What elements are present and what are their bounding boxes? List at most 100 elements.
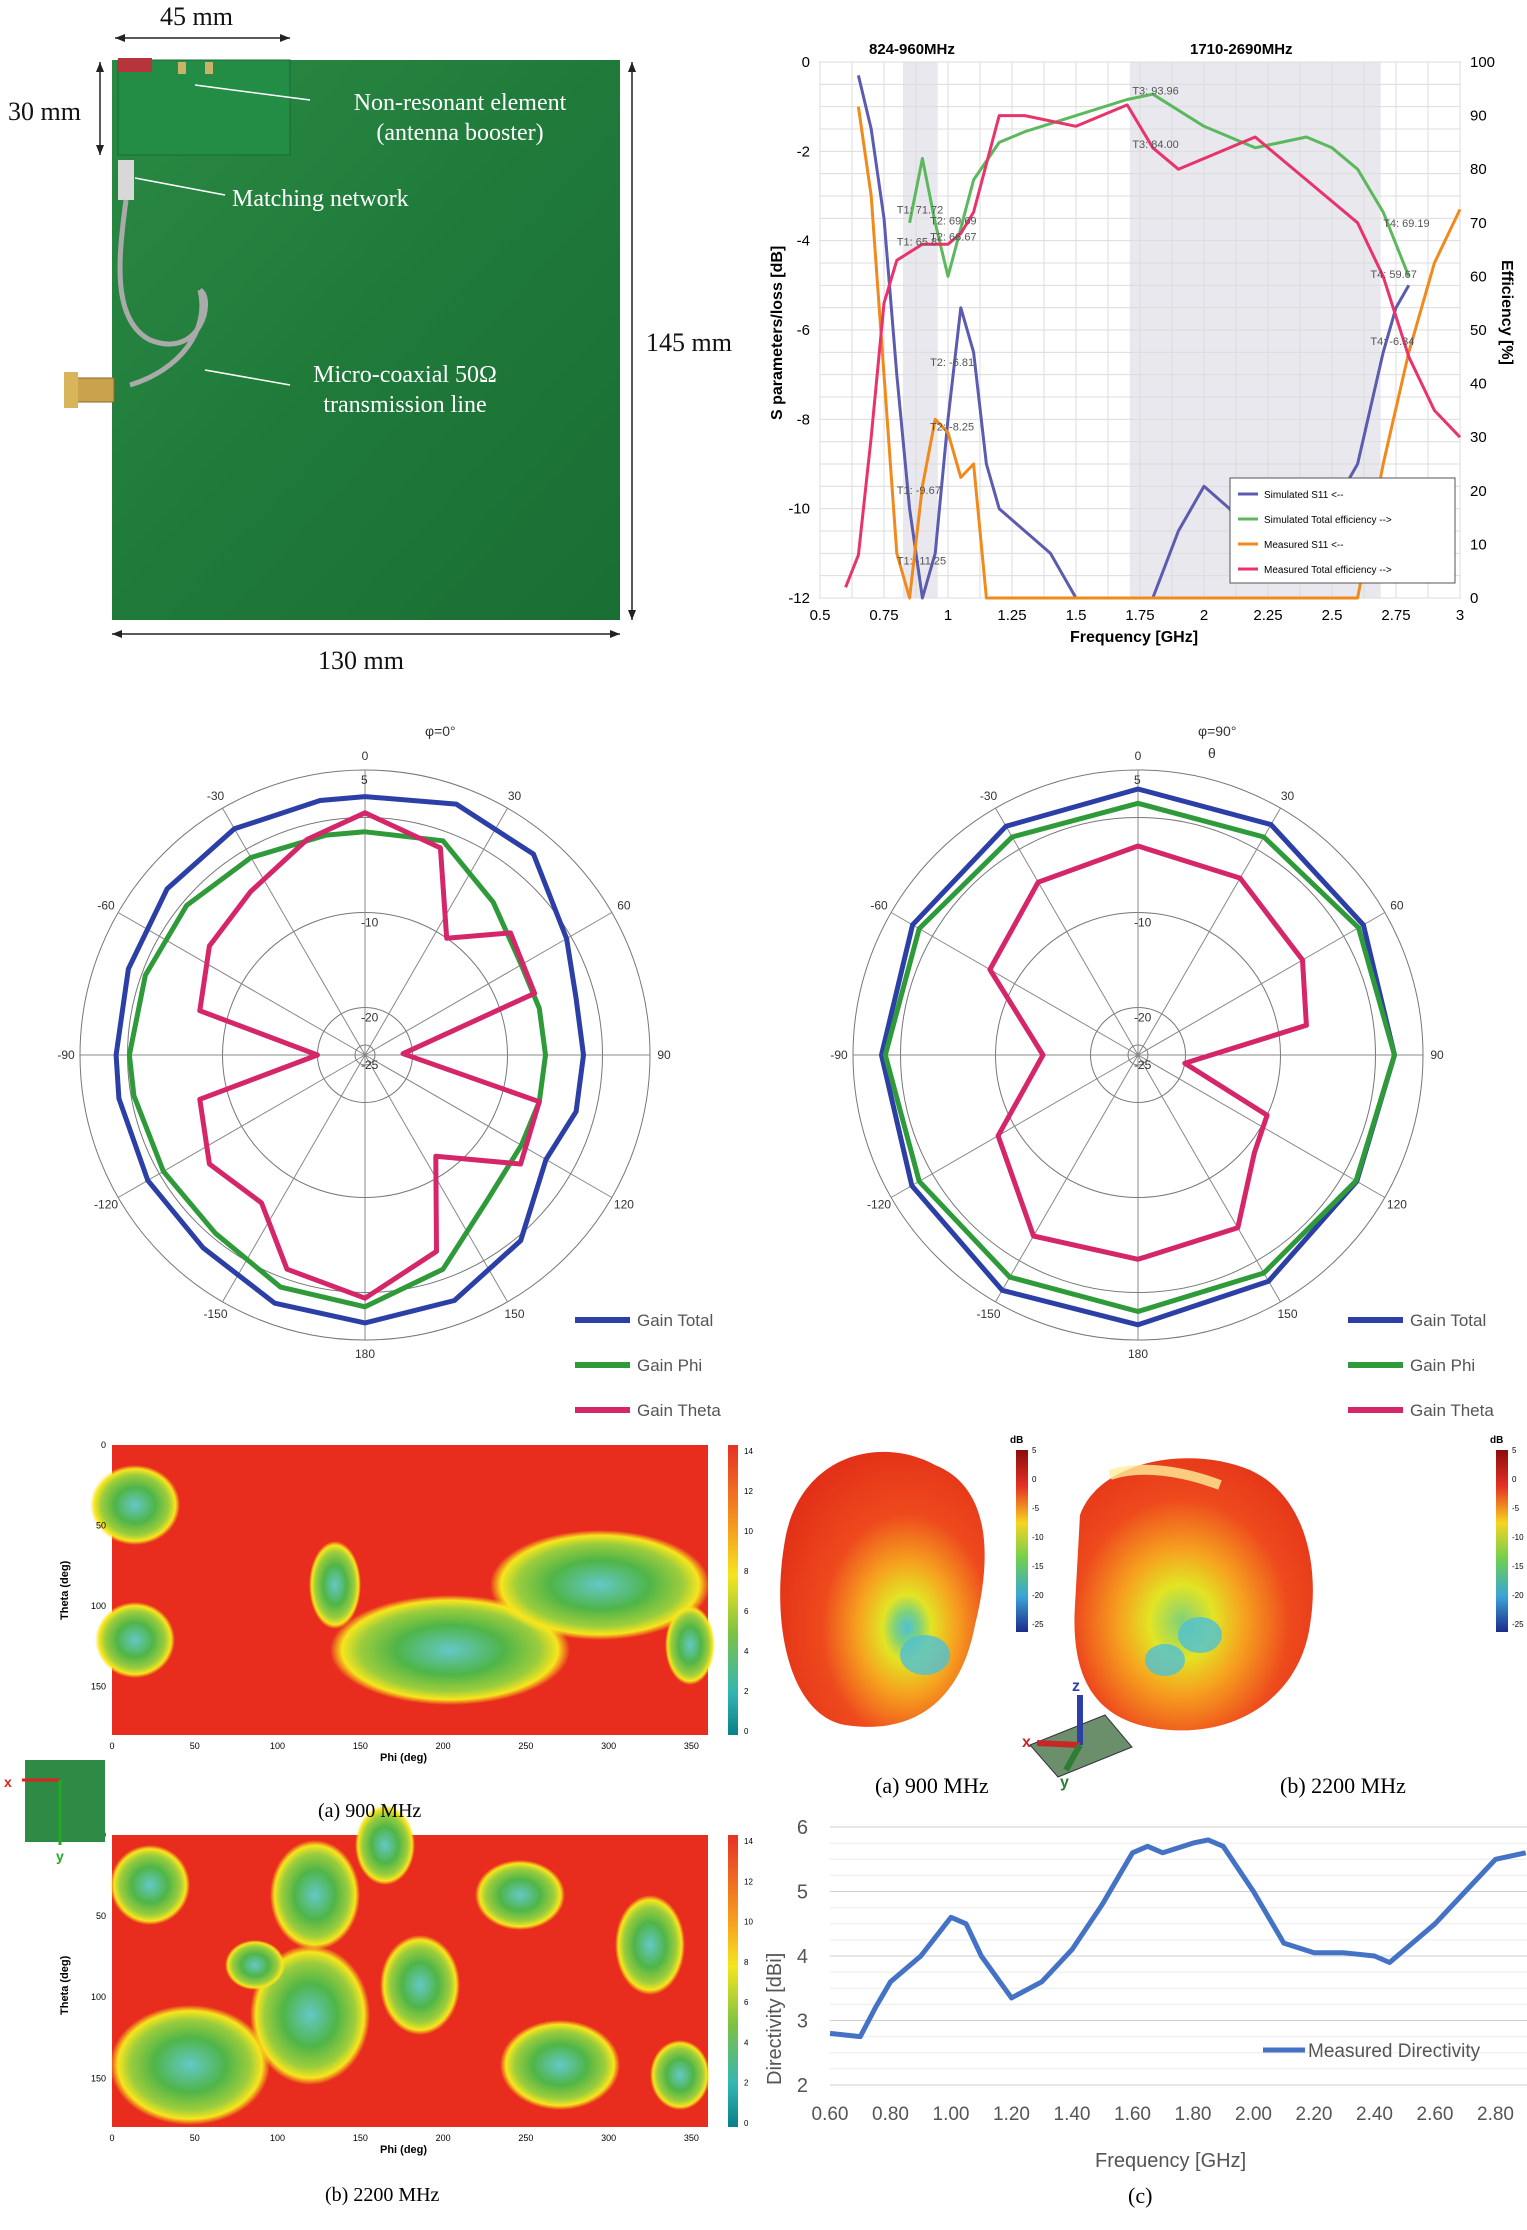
sparam-x-tick: 0.5 — [810, 607, 831, 624]
board-photo-panel: 45 mm 30 mm 145 mm 130 mm Non-resonant e… — [0, 0, 760, 680]
polar-spoke — [364, 807, 508, 1056]
pattern3d-2200-cbar-tick: -15 — [1512, 1562, 1524, 1571]
antenna-booster-chip — [118, 58, 152, 72]
contour-cbar-tick: 6 — [744, 1998, 749, 2007]
polar-legend-item: Gain Total — [637, 1311, 713, 1330]
sparam-ylabel-left: S parameters/loss [dB] — [769, 246, 786, 420]
polar-spoke — [1137, 1054, 1281, 1303]
sparam-yleft-tick: -10 — [788, 501, 810, 518]
board-photo — [64, 34, 636, 638]
axes-inset-x: x — [4, 1774, 12, 1790]
directivity-chart: 6 5 4 3 20.60 0.80 1.00 1.20 1.40 1.60 1.80 2.00 2.2… — [764, 1817, 1527, 2208]
pattern3d-2200-cbar-tick: -20 — [1512, 1591, 1524, 1600]
sparam-x-tick: 1.25 — [997, 607, 1026, 624]
directivity-x-tick: 2.80 — [1477, 2104, 1514, 2125]
pattern3d-2200-colorbar — [1496, 1450, 1508, 1632]
contour-y-tick: 50 — [96, 1521, 106, 1531]
polar-angle-label: 30 — [1281, 789, 1295, 803]
contour-x-tick: 250 — [518, 2133, 533, 2143]
pattern3d-caption-b: (b) 2200 MHz — [1280, 1773, 1406, 1798]
pattern3d-900-cbar-tick: 0 — [1032, 1475, 1037, 1484]
sparam-yright-tick: 30 — [1470, 429, 1487, 446]
contour-y-tick: 50 — [96, 1911, 106, 1921]
contour-2200-caption: (b) 2200 MHz — [325, 2184, 440, 2206]
sparam-yleft-tick: -12 — [788, 590, 810, 607]
dim-height-right: 145 mm — [646, 328, 732, 357]
polar-angle-label: -60 — [97, 899, 115, 913]
sparam-marker: T2: 66.67 — [930, 232, 976, 244]
polar-phi90-panel: 0 30 60 90 120 150 180 -150 -120 -90 -60 -30 5 -10 -20… — [760, 700, 1527, 1420]
sparam-legend: Simulated S11 <-- Simulated Total efficie… — [1229, 477, 1456, 584]
sparam-chart: 0.5 0.75 1 1.25 1.5 1.75 2 2.25 2.5 2.75 30-2-4-6-… — [769, 41, 1515, 646]
directivity-ylabel: Directivity [dBi] — [764, 1953, 786, 2085]
polar-angle-label: 90 — [657, 1048, 671, 1062]
polar-radial-label: -10 — [1134, 916, 1152, 930]
contour-x-tick: 50 — [190, 2133, 200, 2143]
sparam-yleft-tick: -4 — [797, 233, 810, 250]
sparam-marker: T3: 84.00 — [1132, 139, 1178, 151]
polar-angle-label: -120 — [94, 1198, 118, 1212]
contour-900-colorbar — [728, 1445, 738, 1735]
pattern3d-2200-cbar-tick: -5 — [1512, 1504, 1520, 1513]
contour-2200-xlabel: Phi (deg) — [380, 2144, 427, 2156]
polar-spoke — [1137, 912, 1386, 1056]
polar-gain-curve — [987, 843, 1309, 1262]
sparam-marker: T4: 69.19 — [1383, 218, 1429, 230]
polar-angle-label: 60 — [617, 899, 631, 913]
contour-2200-ylabel: Theta (deg) — [59, 1955, 71, 2015]
polar-radial-label: -20 — [1134, 1011, 1152, 1025]
pattern3d-2200-cbar-tick: 5 — [1512, 1446, 1517, 1455]
polar-legend-item: Gain Theta — [1410, 1401, 1494, 1420]
polar-radial-label: 5 — [1134, 773, 1141, 787]
polar-spoke — [364, 912, 613, 1056]
sparam-series-line — [844, 103, 1462, 588]
sparam-x-tick: 2.5 — [1322, 607, 1343, 624]
contour-cbar-tick: 0 — [744, 2119, 749, 2128]
sparam-yleft-tick: -2 — [797, 143, 810, 160]
polar-phi0-panel: 0 30 60 90 120 150 180 -150 -120 -90 -60 -30 5 -10 -20… — [0, 700, 760, 1420]
contour-y-tick: 150 — [91, 1682, 106, 1692]
sparam-legend-item: Simulated S11 <-- — [1264, 490, 1344, 501]
contour-x-tick: 250 — [518, 1741, 533, 1751]
polar-angle-label: 180 — [355, 1347, 375, 1361]
polar-angle-label: -90 — [57, 1048, 75, 1062]
directivity-x-tick: 2.20 — [1296, 2104, 1333, 2125]
sparam-yright-tick: 20 — [1470, 483, 1487, 500]
polar-spoke — [995, 1054, 1139, 1303]
contour-panel: 0 50 100 150 200 250 300 350 0 50 100 150 14 12 10 8 6 4 2… — [0, 1425, 760, 2225]
polar-gain-curve — [879, 786, 1397, 1328]
sparam-marker: T1: -11.25 — [897, 556, 946, 568]
contour-cbar-tick: 8 — [744, 1567, 749, 1576]
pattern3d-panel: dB dB 5 5 0 0 -5 -5 -10 -10 -15 -15 -20 -20 -25 -25 z… — [760, 1425, 1527, 1815]
polar-radial-label: -20 — [361, 1011, 379, 1025]
pattern3d-900-cbar-tick: -25 — [1032, 1620, 1044, 1629]
polar-angle-label: 30 — [508, 789, 522, 803]
directivity-x-tick: 0.60 — [812, 2104, 849, 2125]
directivity-x-tick: 1.80 — [1175, 2104, 1212, 2125]
booster-clearance-area — [117, 59, 291, 156]
pattern3d-900-cbar-tick: -15 — [1032, 1562, 1044, 1571]
axes-triad-y: y — [1060, 1774, 1069, 1791]
sparam-marker: T2: 69.69 — [930, 215, 976, 227]
directivity-legend: Measured Directivity — [1308, 2041, 1481, 2062]
contour-cbar-tick: 4 — [744, 1647, 749, 1656]
booster-label: Non-resonant element (antenna booster) — [353, 90, 567, 146]
contour-cbar-tick: 14 — [744, 1447, 753, 1456]
directivity-x-tick: 1.20 — [993, 2104, 1030, 2125]
contour-cbar-tick: 12 — [744, 1487, 753, 1496]
contour-cbar-tick: 10 — [744, 1527, 753, 1536]
sparam-x-tick: 1.5 — [1066, 607, 1087, 624]
sparam-marker: T3: 93.96 — [1132, 85, 1178, 97]
contour-x-tick: 0 — [109, 2133, 114, 2143]
sparam-series-line — [856, 106, 1462, 600]
contour-cbar-tick: 4 — [744, 2038, 749, 2047]
sparam-legend-item: Simulated Total efficiency --> — [1264, 515, 1392, 526]
polar-spoke — [890, 1054, 1139, 1198]
pattern3d-2200-cbar-tick: 0 — [1512, 1475, 1517, 1484]
directivity-x-tick: 2.60 — [1417, 2104, 1454, 2125]
axes-triad-x: x — [1022, 1734, 1031, 1751]
sparam-x-tick: 2.25 — [1253, 607, 1282, 624]
polar-radial-label: -10 — [361, 916, 379, 930]
pattern3d-900-colorbar — [1016, 1450, 1028, 1632]
contour-y-tick: 0 — [101, 1440, 106, 1450]
